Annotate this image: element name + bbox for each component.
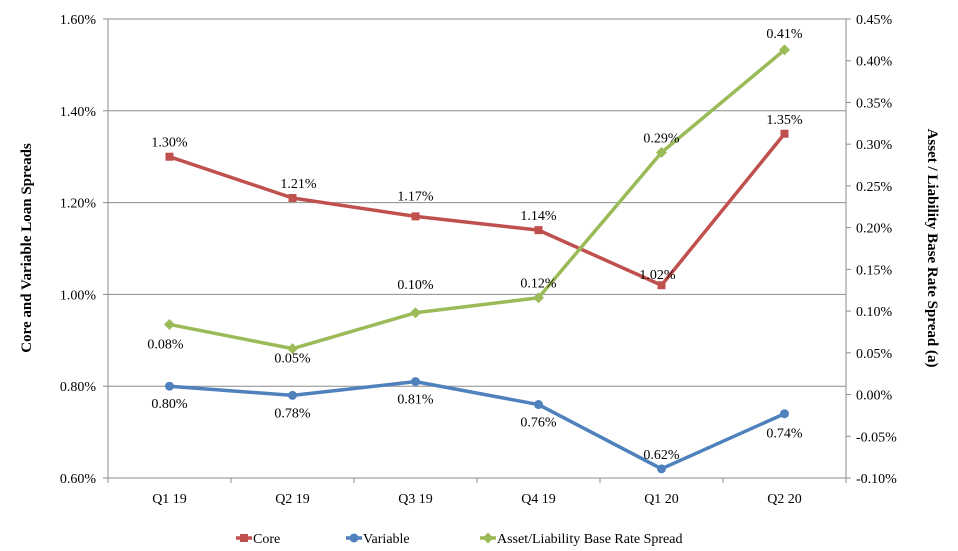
- data-label: 1.17%: [397, 189, 434, 204]
- x-tick-label: Q2 19: [275, 492, 310, 507]
- data-label: 1.30%: [151, 136, 188, 151]
- data-label: 1.02%: [639, 268, 676, 283]
- data-label: 0.10%: [397, 278, 434, 293]
- y-left-tick-label: 0.60%: [60, 472, 97, 487]
- y-right-tick-label: 0.05%: [856, 347, 893, 362]
- marker-square: [165, 152, 174, 161]
- data-label: 0.08%: [147, 337, 184, 352]
- series-line-core: [168, 132, 786, 287]
- marker-circle: [165, 381, 174, 391]
- marker-circle: [657, 464, 666, 474]
- legend: Core Variable Asset/Liability Base Rate Sp…: [236, 532, 682, 547]
- legend-item: Core: [236, 532, 280, 547]
- y-right-axis-title: Asset / Liability Base Rate Spread (a): [924, 129, 940, 368]
- x-tick-label: Q2 20: [767, 492, 802, 507]
- y-left-tick-label: 1.20%: [60, 197, 97, 212]
- legend-label: Variable: [363, 532, 410, 547]
- x-tick-label: Q3 19: [398, 492, 433, 507]
- x-tick-label: Q4 19: [521, 492, 556, 507]
- data-label: 0.41%: [766, 27, 803, 42]
- marker-square: [534, 226, 543, 235]
- y-right-tick-label: 0.35%: [856, 96, 893, 111]
- marker-diamond: [482, 532, 494, 544]
- y-left-axis-title: Core and Variable Loan Spreads: [19, 143, 35, 353]
- y-right-tick-label: -0.05%: [856, 430, 897, 445]
- data-label: 0.78%: [274, 406, 311, 421]
- x-tick-label: Q1 20: [644, 492, 679, 507]
- y-left-tick-label: 0.80%: [60, 380, 97, 395]
- marker-circle: [288, 390, 297, 400]
- data-labels: 1.30% 1.21% 1.17% 1.14% 1.02% 1.35% 0.80% 0.78%…: [147, 27, 803, 463]
- data-label: 1.35%: [766, 113, 803, 128]
- y-left-tick-label: 1.40%: [60, 105, 97, 120]
- legend-label: Asset/Liability Base Rate Spread: [497, 532, 682, 547]
- marker-square: [288, 194, 297, 203]
- x-tick-label: Q1 19: [152, 492, 187, 507]
- series-line-variable: [169, 379, 786, 471]
- data-label: 0.12%: [520, 277, 557, 292]
- y-right-tick-label: 0.00%: [856, 389, 893, 404]
- legend-item: Variable: [346, 532, 410, 547]
- y-right-tick-label: 0.45%: [856, 13, 893, 28]
- data-label: 1.21%: [280, 177, 317, 192]
- marker-circle: [780, 409, 789, 419]
- data-label: 0.74%: [766, 427, 803, 442]
- marker-diamond: [287, 343, 298, 355]
- marker-square: [411, 212, 420, 221]
- marker-diamond: [533, 292, 544, 304]
- data-label: 0.62%: [643, 448, 680, 463]
- y-right-tick-label: -0.10%: [856, 472, 897, 487]
- marker-circle: [534, 400, 543, 410]
- grid: [108, 18, 846, 387]
- axes: 0.60% 0.80% 1.00% 1.20% 1.40% 1.60% -0.10% -0.0…: [60, 13, 897, 507]
- y-right-tick-label: 0.10%: [856, 305, 893, 320]
- data-label: 0.80%: [151, 397, 188, 412]
- legend-item: Asset/Liability Base Rate Spread: [480, 532, 682, 547]
- marker-circle: [349, 533, 359, 543]
- y-left-tick-label: 1.00%: [60, 288, 97, 303]
- y-right-tick-label: 0.15%: [856, 263, 893, 278]
- data-label: 1.14%: [520, 209, 557, 224]
- y-right-tick-label: 0.20%: [856, 222, 893, 237]
- marker-circle: [411, 377, 420, 387]
- data-label: 0.05%: [274, 352, 311, 367]
- marker-diamond: [164, 318, 175, 330]
- series-layer: [164, 44, 790, 474]
- data-label: 0.76%: [520, 416, 557, 431]
- marker-square: [240, 534, 248, 542]
- marker-square: [780, 129, 789, 138]
- marker-diamond: [410, 307, 421, 319]
- y-right-tick-label: 0.40%: [856, 55, 893, 70]
- marker-square: [657, 281, 666, 290]
- data-label: 0.29%: [643, 132, 680, 147]
- marker-diamond: [779, 44, 790, 56]
- data-label: 0.81%: [397, 393, 434, 408]
- marker-diamond: [656, 147, 667, 159]
- legend-label: Core: [253, 532, 280, 547]
- y-right-tick-label: 0.25%: [856, 180, 893, 195]
- y-right-tick-label: 0.30%: [856, 138, 893, 153]
- series-line-asset-liability-base-rate-spread: [169, 48, 786, 351]
- y-left-tick-label: 1.60%: [60, 13, 97, 28]
